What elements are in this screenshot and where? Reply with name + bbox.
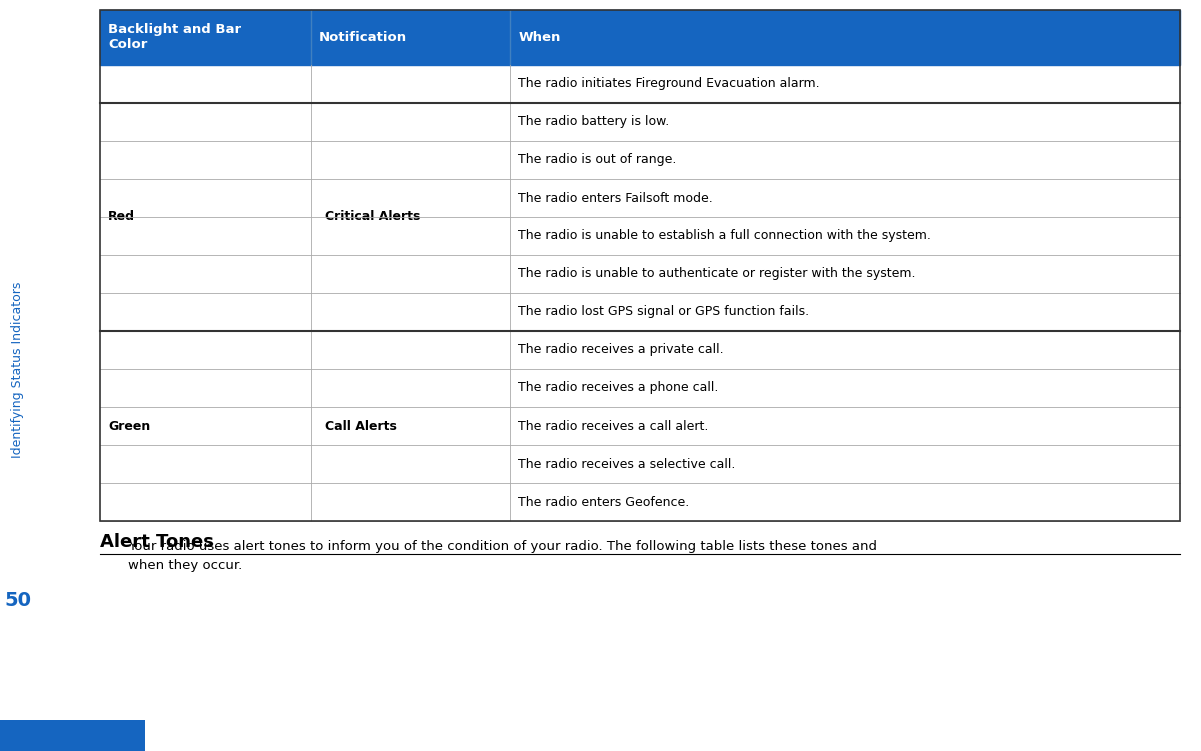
Text: Notification: Notification [318,31,407,44]
Text: Your radio uses alert tones to inform you of the condition of your radio. The fo: Your radio uses alert tones to inform yo… [129,540,877,572]
Text: The radio receives a private call.: The radio receives a private call. [519,343,724,357]
Text: The radio initiates Fireground Evacuation alarm.: The radio initiates Fireground Evacuatio… [519,77,820,91]
Text: English: English [43,728,101,742]
Text: When: When [519,31,561,44]
Text: The radio lost GPS signal or GPS function fails.: The radio lost GPS signal or GPS functio… [519,306,809,318]
Text: Identifying Status Indicators: Identifying Status Indicators [12,282,24,458]
Text: The radio is unable to authenticate or register with the system.: The radio is unable to authenticate or r… [519,267,916,281]
Text: Alert Tones: Alert Tones [100,533,214,551]
Text: Critical Alerts: Critical Alerts [324,210,420,224]
Text: Green: Green [108,420,150,433]
Text: The radio enters Geofence.: The radio enters Geofence. [519,496,689,508]
Text: Red: Red [108,210,135,224]
FancyBboxPatch shape [0,720,145,751]
Text: The radio receives a phone call.: The radio receives a phone call. [519,382,718,394]
Text: The radio is unable to establish a full connection with the system.: The radio is unable to establish a full … [519,230,931,243]
FancyBboxPatch shape [100,10,1181,65]
Text: The radio enters Failsoft mode.: The radio enters Failsoft mode. [519,192,713,204]
Text: The radio is out of range.: The radio is out of range. [519,153,677,167]
Text: Backlight and Bar
Color: Backlight and Bar Color [108,23,241,52]
Text: Call Alerts: Call Alerts [324,420,396,433]
Text: The radio receives a call alert.: The radio receives a call alert. [519,420,709,433]
Text: The radio receives a selective call.: The radio receives a selective call. [519,457,736,470]
Text: 50: 50 [5,590,31,610]
Text: The radio battery is low.: The radio battery is low. [519,116,670,128]
